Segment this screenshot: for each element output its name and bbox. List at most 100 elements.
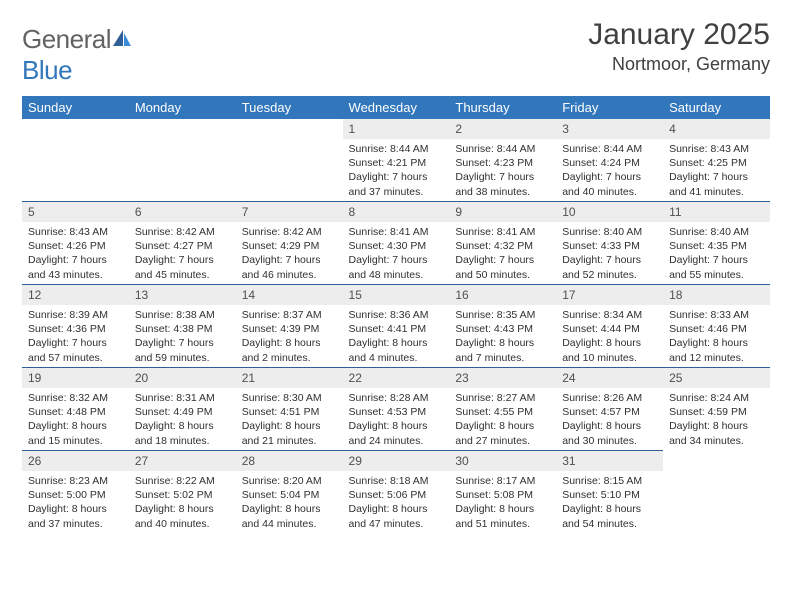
daylight-text-2: and 37 minutes. [28,517,123,531]
day-number: 4 [663,119,770,139]
daylight-text-2: and 57 minutes. [28,351,123,365]
calendar-day: 14Sunrise: 8:37 AMSunset: 4:39 PMDayligh… [236,284,343,367]
calendar-day: 19Sunrise: 8:32 AMSunset: 4:48 PMDayligh… [22,367,129,450]
daylight-text-2: and 44 minutes. [242,517,337,531]
sunrise-text: Sunrise: 8:42 AM [242,225,337,239]
daylight-text-2: and 18 minutes. [135,434,230,448]
daylight-text-2: and 38 minutes. [455,185,550,199]
sunset-text: Sunset: 5:02 PM [135,488,230,502]
sunrise-text: Sunrise: 8:28 AM [349,391,444,405]
sunrise-text: Sunrise: 8:35 AM [455,308,550,322]
day-details: Sunrise: 8:43 AMSunset: 4:26 PMDaylight:… [22,222,129,284]
calendar-day: 7Sunrise: 8:42 AMSunset: 4:29 PMDaylight… [236,201,343,284]
daylight-text-1: Daylight: 8 hours [455,502,550,516]
calendar-day: 13Sunrise: 8:38 AMSunset: 4:38 PMDayligh… [129,284,236,367]
day-number: 7 [236,201,343,222]
weekday-header: Wednesday [343,96,450,119]
weekday-header: Thursday [449,96,556,119]
daylight-text-2: and 59 minutes. [135,351,230,365]
calendar-day [663,450,770,533]
header: GeneralBlue January 2025 Nortmoor, Germa… [22,18,770,86]
day-details: Sunrise: 8:32 AMSunset: 4:48 PMDaylight:… [22,388,129,450]
calendar-day: 6Sunrise: 8:42 AMSunset: 4:27 PMDaylight… [129,201,236,284]
calendar-day: 27Sunrise: 8:22 AMSunset: 5:02 PMDayligh… [129,450,236,533]
daylight-text-2: and 7 minutes. [455,351,550,365]
sunset-text: Sunset: 4:26 PM [28,239,123,253]
sunrise-text: Sunrise: 8:36 AM [349,308,444,322]
sunset-text: Sunset: 5:06 PM [349,488,444,502]
daylight-text-1: Daylight: 8 hours [28,502,123,516]
weekday-header: Monday [129,96,236,119]
calendar-day: 31Sunrise: 8:15 AMSunset: 5:10 PMDayligh… [556,450,663,533]
sunset-text: Sunset: 4:27 PM [135,239,230,253]
calendar-day: 11Sunrise: 8:40 AMSunset: 4:35 PMDayligh… [663,201,770,284]
daylight-text-1: Daylight: 8 hours [562,336,657,350]
daylight-text-1: Daylight: 8 hours [135,502,230,516]
sunset-text: Sunset: 4:49 PM [135,405,230,419]
day-details: Sunrise: 8:40 AMSunset: 4:33 PMDaylight:… [556,222,663,284]
sunrise-text: Sunrise: 8:43 AM [669,142,764,156]
daylight-text-1: Daylight: 8 hours [562,419,657,433]
calendar-day: 20Sunrise: 8:31 AMSunset: 4:49 PMDayligh… [129,367,236,450]
sunset-text: Sunset: 5:08 PM [455,488,550,502]
day-details: Sunrise: 8:42 AMSunset: 4:29 PMDaylight:… [236,222,343,284]
day-number: 13 [129,284,236,305]
day-details: Sunrise: 8:36 AMSunset: 4:41 PMDaylight:… [343,305,450,367]
day-number: 24 [556,367,663,388]
day-details: Sunrise: 8:34 AMSunset: 4:44 PMDaylight:… [556,305,663,367]
sunrise-text: Sunrise: 8:24 AM [669,391,764,405]
daylight-text-2: and 40 minutes. [562,185,657,199]
day-details: Sunrise: 8:38 AMSunset: 4:38 PMDaylight:… [129,305,236,367]
sunset-text: Sunset: 4:25 PM [669,156,764,170]
sunset-text: Sunset: 4:53 PM [349,405,444,419]
day-number: 22 [343,367,450,388]
daylight-text-2: and 10 minutes. [562,351,657,365]
calendar-day: 10Sunrise: 8:40 AMSunset: 4:33 PMDayligh… [556,201,663,284]
sunset-text: Sunset: 4:29 PM [242,239,337,253]
sunrise-text: Sunrise: 8:44 AM [455,142,550,156]
sunset-text: Sunset: 4:33 PM [562,239,657,253]
daylight-text-2: and 24 minutes. [349,434,444,448]
sunset-text: Sunset: 4:59 PM [669,405,764,419]
sunset-text: Sunset: 4:41 PM [349,322,444,336]
daylight-text-1: Daylight: 8 hours [349,419,444,433]
calendar-week: 19Sunrise: 8:32 AMSunset: 4:48 PMDayligh… [22,367,770,450]
day-number: 1 [343,119,450,139]
day-details: Sunrise: 8:17 AMSunset: 5:08 PMDaylight:… [449,471,556,533]
sunset-text: Sunset: 4:43 PM [455,322,550,336]
daylight-text-1: Daylight: 8 hours [242,502,337,516]
sunset-text: Sunset: 4:32 PM [455,239,550,253]
daylight-text-1: Daylight: 7 hours [135,336,230,350]
sail-icon [111,24,133,55]
day-details: Sunrise: 8:26 AMSunset: 4:57 PMDaylight:… [556,388,663,450]
calendar-day: 15Sunrise: 8:36 AMSunset: 4:41 PMDayligh… [343,284,450,367]
day-details: Sunrise: 8:24 AMSunset: 4:59 PMDaylight:… [663,388,770,450]
day-details: Sunrise: 8:28 AMSunset: 4:53 PMDaylight:… [343,388,450,450]
daylight-text-1: Daylight: 8 hours [562,502,657,516]
day-details: Sunrise: 8:37 AMSunset: 4:39 PMDaylight:… [236,305,343,367]
day-number: 14 [236,284,343,305]
daylight-text-1: Daylight: 8 hours [669,336,764,350]
day-number: 21 [236,367,343,388]
daylight-text-1: Daylight: 7 hours [349,170,444,184]
calendar-day [22,119,129,201]
sunrise-text: Sunrise: 8:27 AM [455,391,550,405]
daylight-text-1: Daylight: 7 hours [455,253,550,267]
calendar-day: 29Sunrise: 8:18 AMSunset: 5:06 PMDayligh… [343,450,450,533]
daylight-text-1: Daylight: 7 hours [669,253,764,267]
day-details: Sunrise: 8:40 AMSunset: 4:35 PMDaylight:… [663,222,770,284]
day-number: 23 [449,367,556,388]
calendar-day: 12Sunrise: 8:39 AMSunset: 4:36 PMDayligh… [22,284,129,367]
sunrise-text: Sunrise: 8:42 AM [135,225,230,239]
daylight-text-1: Daylight: 7 hours [562,170,657,184]
calendar-day [236,119,343,201]
brand-text-2: Blue [22,55,72,85]
day-details: Sunrise: 8:44 AMSunset: 4:21 PMDaylight:… [343,139,450,201]
day-number: 28 [236,450,343,471]
sunset-text: Sunset: 4:55 PM [455,405,550,419]
day-number: 15 [343,284,450,305]
daylight-text-2: and 46 minutes. [242,268,337,282]
daylight-text-2: and 34 minutes. [669,434,764,448]
calendar-day: 24Sunrise: 8:26 AMSunset: 4:57 PMDayligh… [556,367,663,450]
sunset-text: Sunset: 4:38 PM [135,322,230,336]
